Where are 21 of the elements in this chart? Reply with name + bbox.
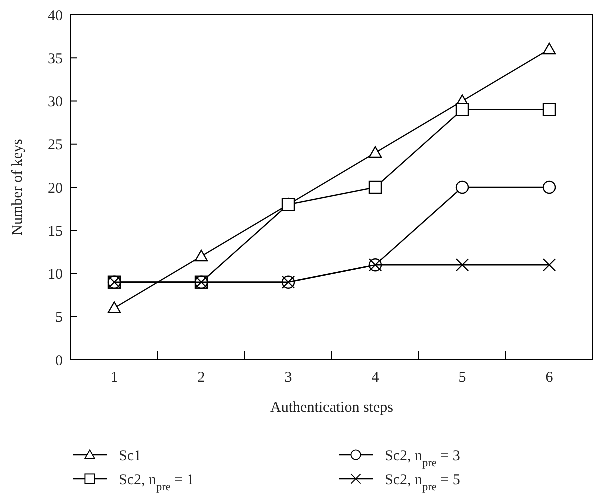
legend-label: Sc2, n$_{pre}$ = 3 <box>385 448 460 470</box>
x-tick-label: 3 <box>284 370 292 386</box>
y-tick-label: 0 <box>56 353 63 370</box>
y-tick-label: 40 <box>48 8 63 24</box>
y-tick-label: 30 <box>48 94 63 110</box>
x-axis-title: Authentication steps <box>270 400 394 416</box>
y-tick-label: 35 <box>48 51 63 68</box>
y-tick-label: 15 <box>48 224 63 240</box>
y-tick-label: 10 <box>48 267 63 283</box>
legend-label: Sc2, n$_{pre}$ = 1 <box>119 472 194 494</box>
legend-label: Sc1 <box>119 448 142 464</box>
legend-label: Sc2, n$_{pre}$ = 5 <box>385 472 460 494</box>
y-axis-title: Number of keys <box>10 139 26 236</box>
y-tick-label: 5 <box>56 310 63 326</box>
x-tick-label: 6 <box>546 370 554 386</box>
x-tick-label: 1 <box>110 370 118 386</box>
y-tick-label: 25 <box>48 138 63 154</box>
x-tick-label: 4 <box>372 370 380 386</box>
x-tick-label: 5 <box>458 370 466 386</box>
y-tick-label: 20 <box>48 180 63 197</box>
x-tick-label: 2 <box>198 370 206 386</box>
